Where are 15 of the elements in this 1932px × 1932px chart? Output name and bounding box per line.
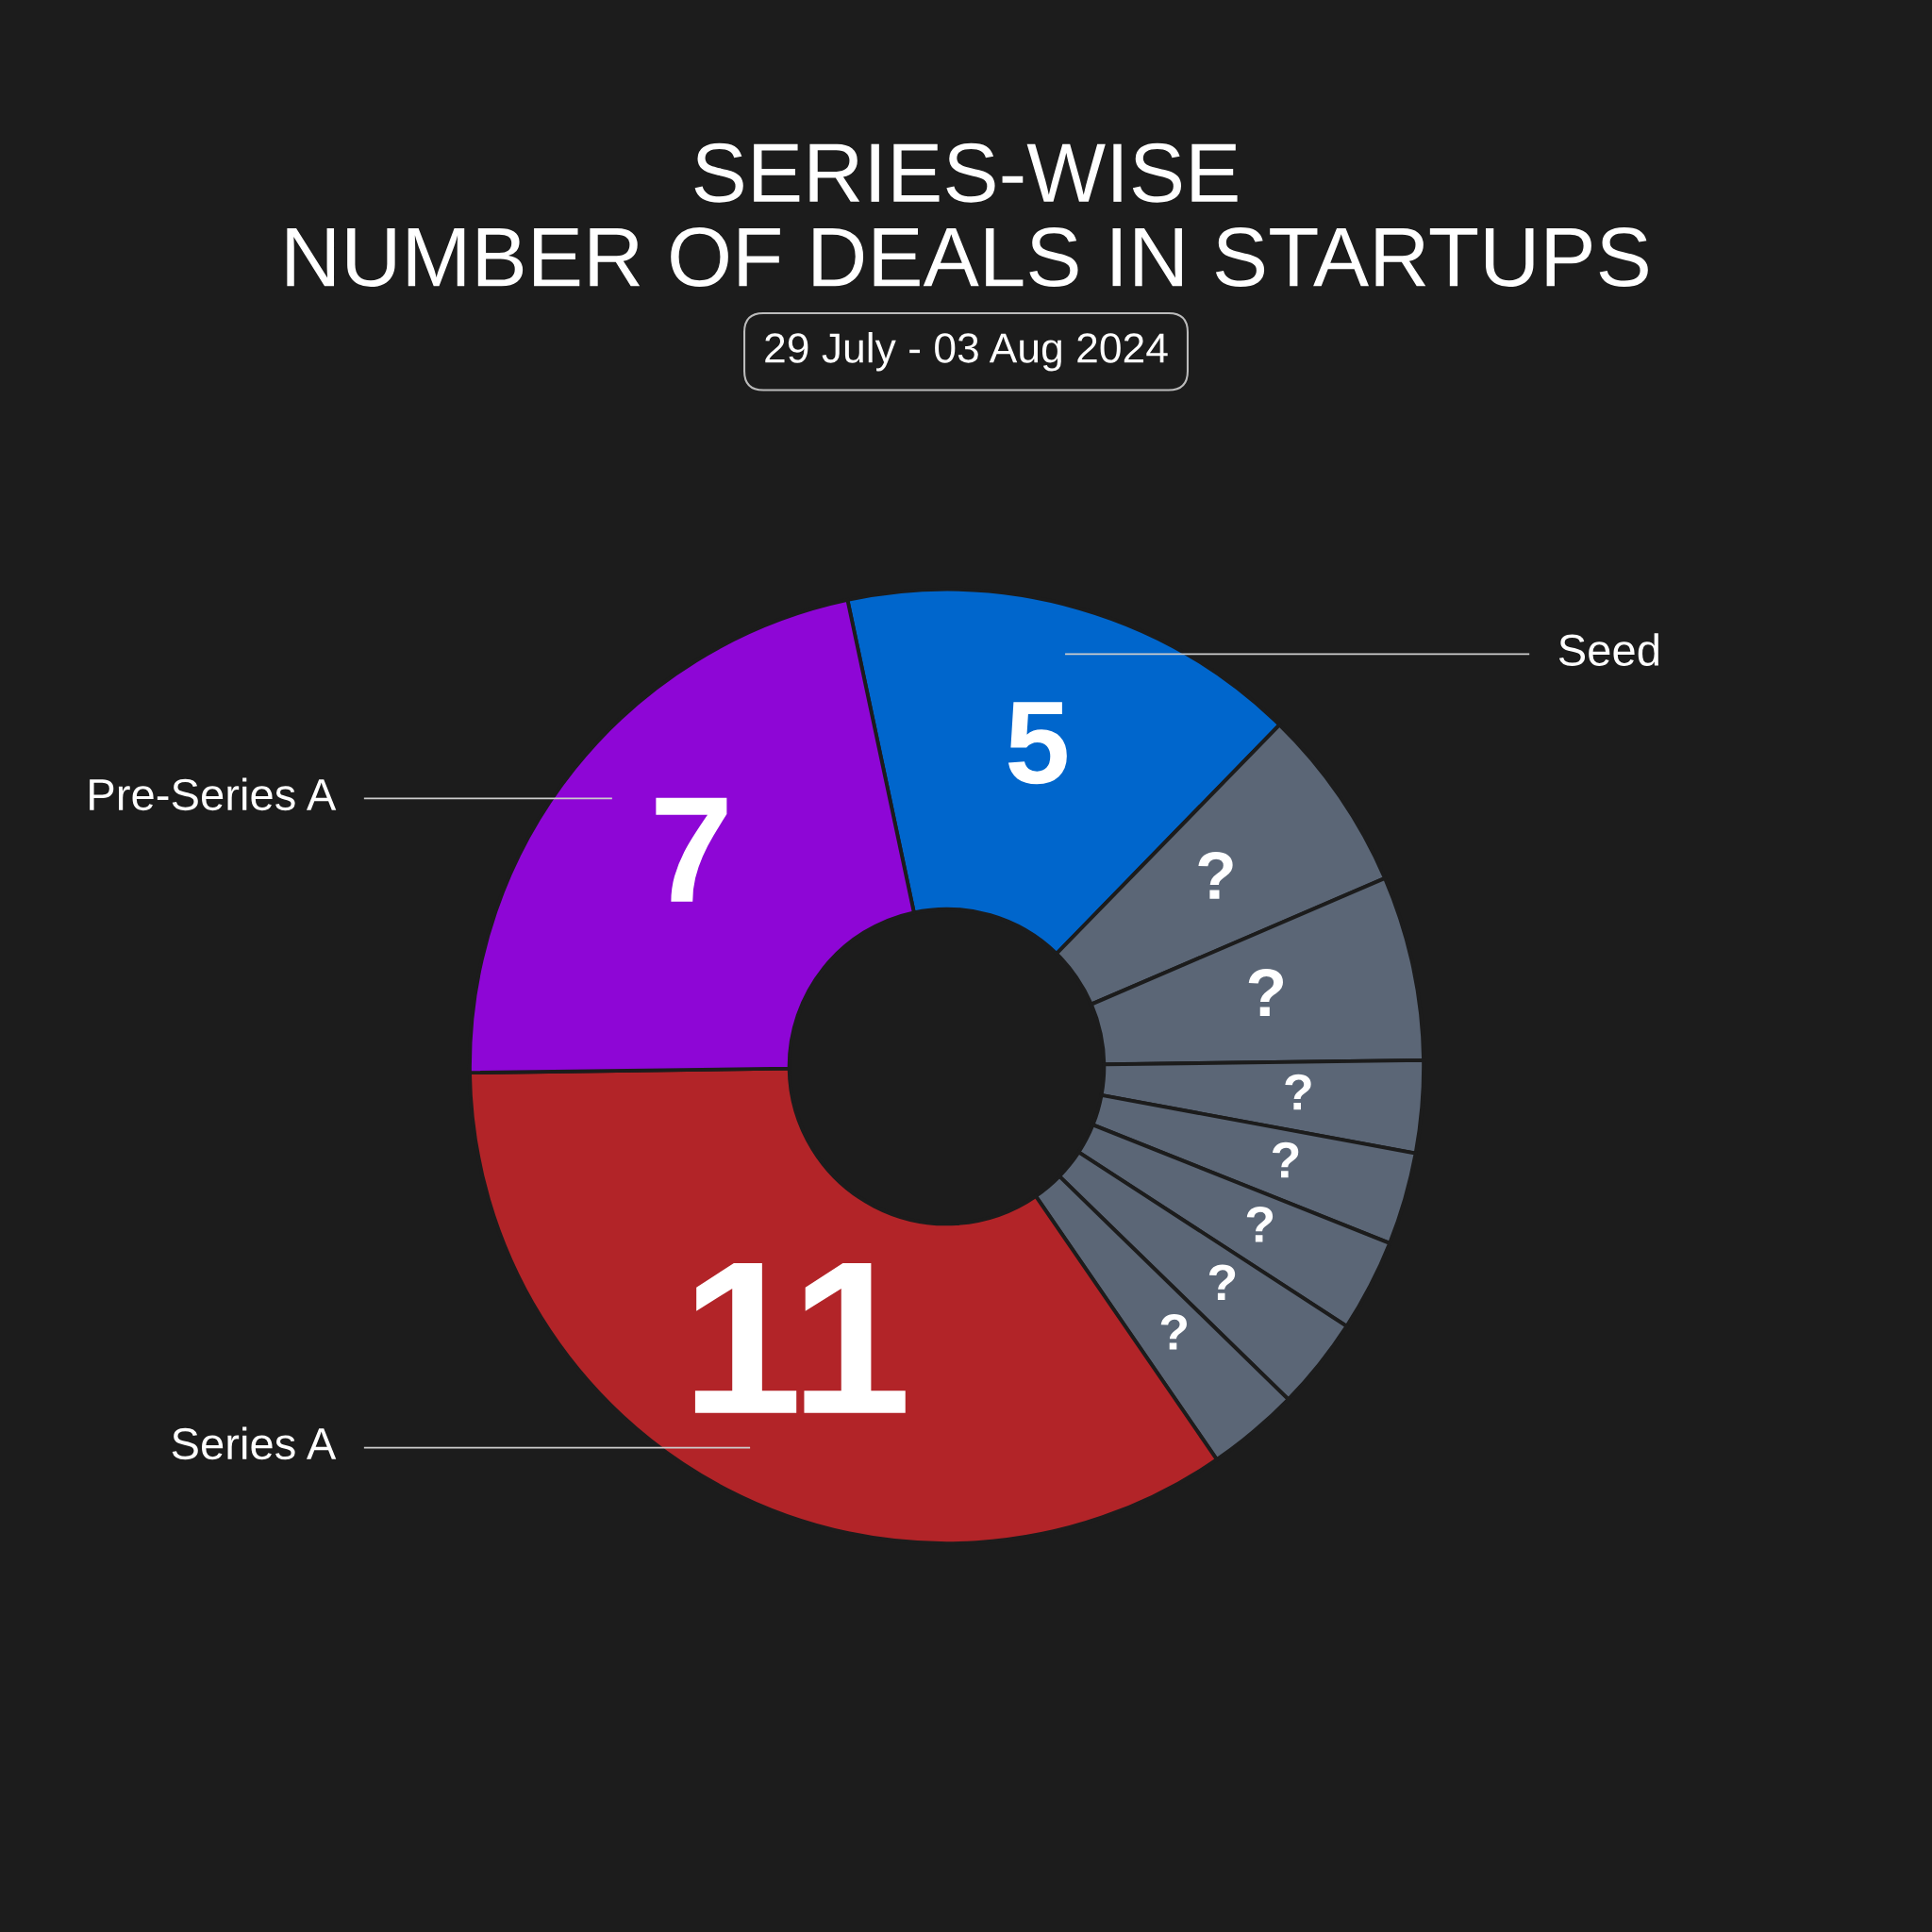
chart-subtitle: 29 July - 03 Aug 2024 <box>765 332 1168 372</box>
slice-label: Seed <box>1558 633 1658 667</box>
chart-title: SERIES-WISE NUMBER OF DEALS IN STARTUPS <box>287 142 1648 288</box>
text: ? <box>1272 1141 1299 1178</box>
data-label: 5 <box>1008 702 1067 785</box>
text: ? <box>1198 851 1233 899</box>
data-label: 11 <box>694 1263 906 1413</box>
slice-label: Series A <box>172 1426 337 1460</box>
text: ? <box>1285 1074 1311 1110</box>
slice-label: Pre-Series A <box>90 777 337 811</box>
text: ? <box>1246 1206 1274 1242</box>
text: ? <box>1160 1313 1187 1350</box>
text: ? <box>1248 969 1283 1016</box>
data-label: 7 <box>656 797 727 902</box>
text: ? <box>1208 1264 1236 1300</box>
